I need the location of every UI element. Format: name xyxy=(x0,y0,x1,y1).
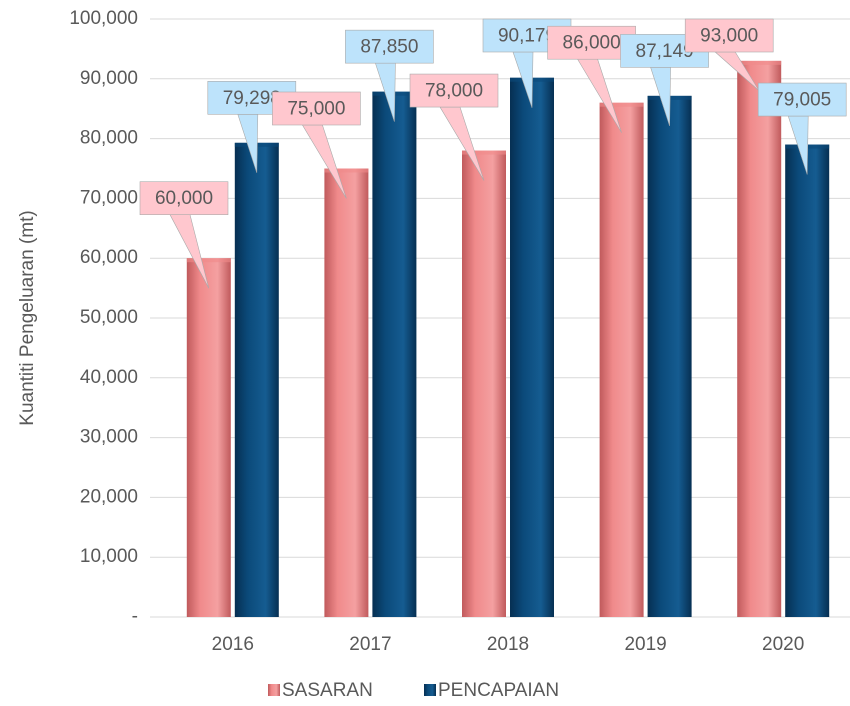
x-tick-label: 2019 xyxy=(624,634,666,655)
x-tick-label: 2016 xyxy=(212,634,254,655)
bar-cap xyxy=(462,150,506,155)
y-tick-label: 90,000 xyxy=(80,68,138,89)
bar xyxy=(599,102,644,618)
bar xyxy=(324,168,369,617)
data-label: 90,179 xyxy=(498,26,556,47)
data-label: 75,000 xyxy=(287,99,345,120)
data-label: 78,000 xyxy=(425,81,483,102)
bar-cap xyxy=(324,168,369,173)
y-tick-label: 100,000 xyxy=(69,8,138,29)
callout-box xyxy=(272,91,361,126)
y-tick-label: 10,000 xyxy=(80,546,138,567)
data-label: 86,000 xyxy=(563,33,621,54)
y-tick-label: 30,000 xyxy=(80,427,138,448)
data-label: 87,850 xyxy=(360,37,418,58)
bar-cap xyxy=(599,102,644,107)
bar xyxy=(186,258,231,617)
y-axis-title: Kuantiti Pengeluaran (mt) xyxy=(17,210,38,425)
bar xyxy=(234,142,279,617)
legend-label: PENCAPAIAN xyxy=(438,680,559,701)
legend-label: SASARAN xyxy=(282,680,373,701)
x-tick-label: 2017 xyxy=(349,634,391,655)
x-tick-label: 2018 xyxy=(487,634,529,655)
data-label: 60,000 xyxy=(155,188,213,209)
x-tick-label: 2020 xyxy=(762,634,804,655)
callout-box xyxy=(684,18,774,53)
data-label: 79,005 xyxy=(773,90,831,111)
bar-cap xyxy=(186,258,231,263)
y-tick-label: 40,000 xyxy=(80,367,138,388)
y-tick-label: 70,000 xyxy=(80,187,138,208)
callout-box xyxy=(409,73,499,108)
data-label: 79,298 xyxy=(223,88,281,109)
callout-box xyxy=(345,29,434,64)
bar xyxy=(647,95,692,617)
callout-box xyxy=(139,181,229,215)
y-tick-label: 20,000 xyxy=(80,486,138,507)
bar xyxy=(785,144,830,617)
data-label: 87,149 xyxy=(636,41,694,62)
bar xyxy=(510,77,554,617)
y-tick-label: 60,000 xyxy=(80,247,138,268)
callout-box xyxy=(757,82,847,117)
legend-swatch xyxy=(268,684,280,696)
y-tick-label: 80,000 xyxy=(80,128,138,149)
y-tick-label: 50,000 xyxy=(80,307,138,328)
data-label: 93,000 xyxy=(700,26,758,47)
bar-cap xyxy=(737,60,782,65)
legend-swatch xyxy=(424,684,436,696)
bar xyxy=(737,60,782,618)
bar xyxy=(462,150,506,617)
bar xyxy=(372,91,417,618)
y-tick-label: - xyxy=(132,606,138,627)
